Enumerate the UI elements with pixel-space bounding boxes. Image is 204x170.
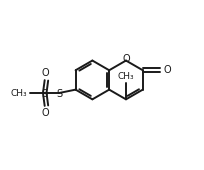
- Text: O: O: [41, 68, 49, 78]
- Text: S: S: [56, 89, 62, 98]
- Text: O: O: [122, 54, 130, 64]
- Text: O: O: [163, 65, 171, 75]
- Text: O: O: [41, 108, 49, 118]
- Text: CH₃: CH₃: [117, 72, 134, 81]
- Text: S: S: [41, 89, 48, 98]
- Text: CH₃: CH₃: [11, 89, 27, 98]
